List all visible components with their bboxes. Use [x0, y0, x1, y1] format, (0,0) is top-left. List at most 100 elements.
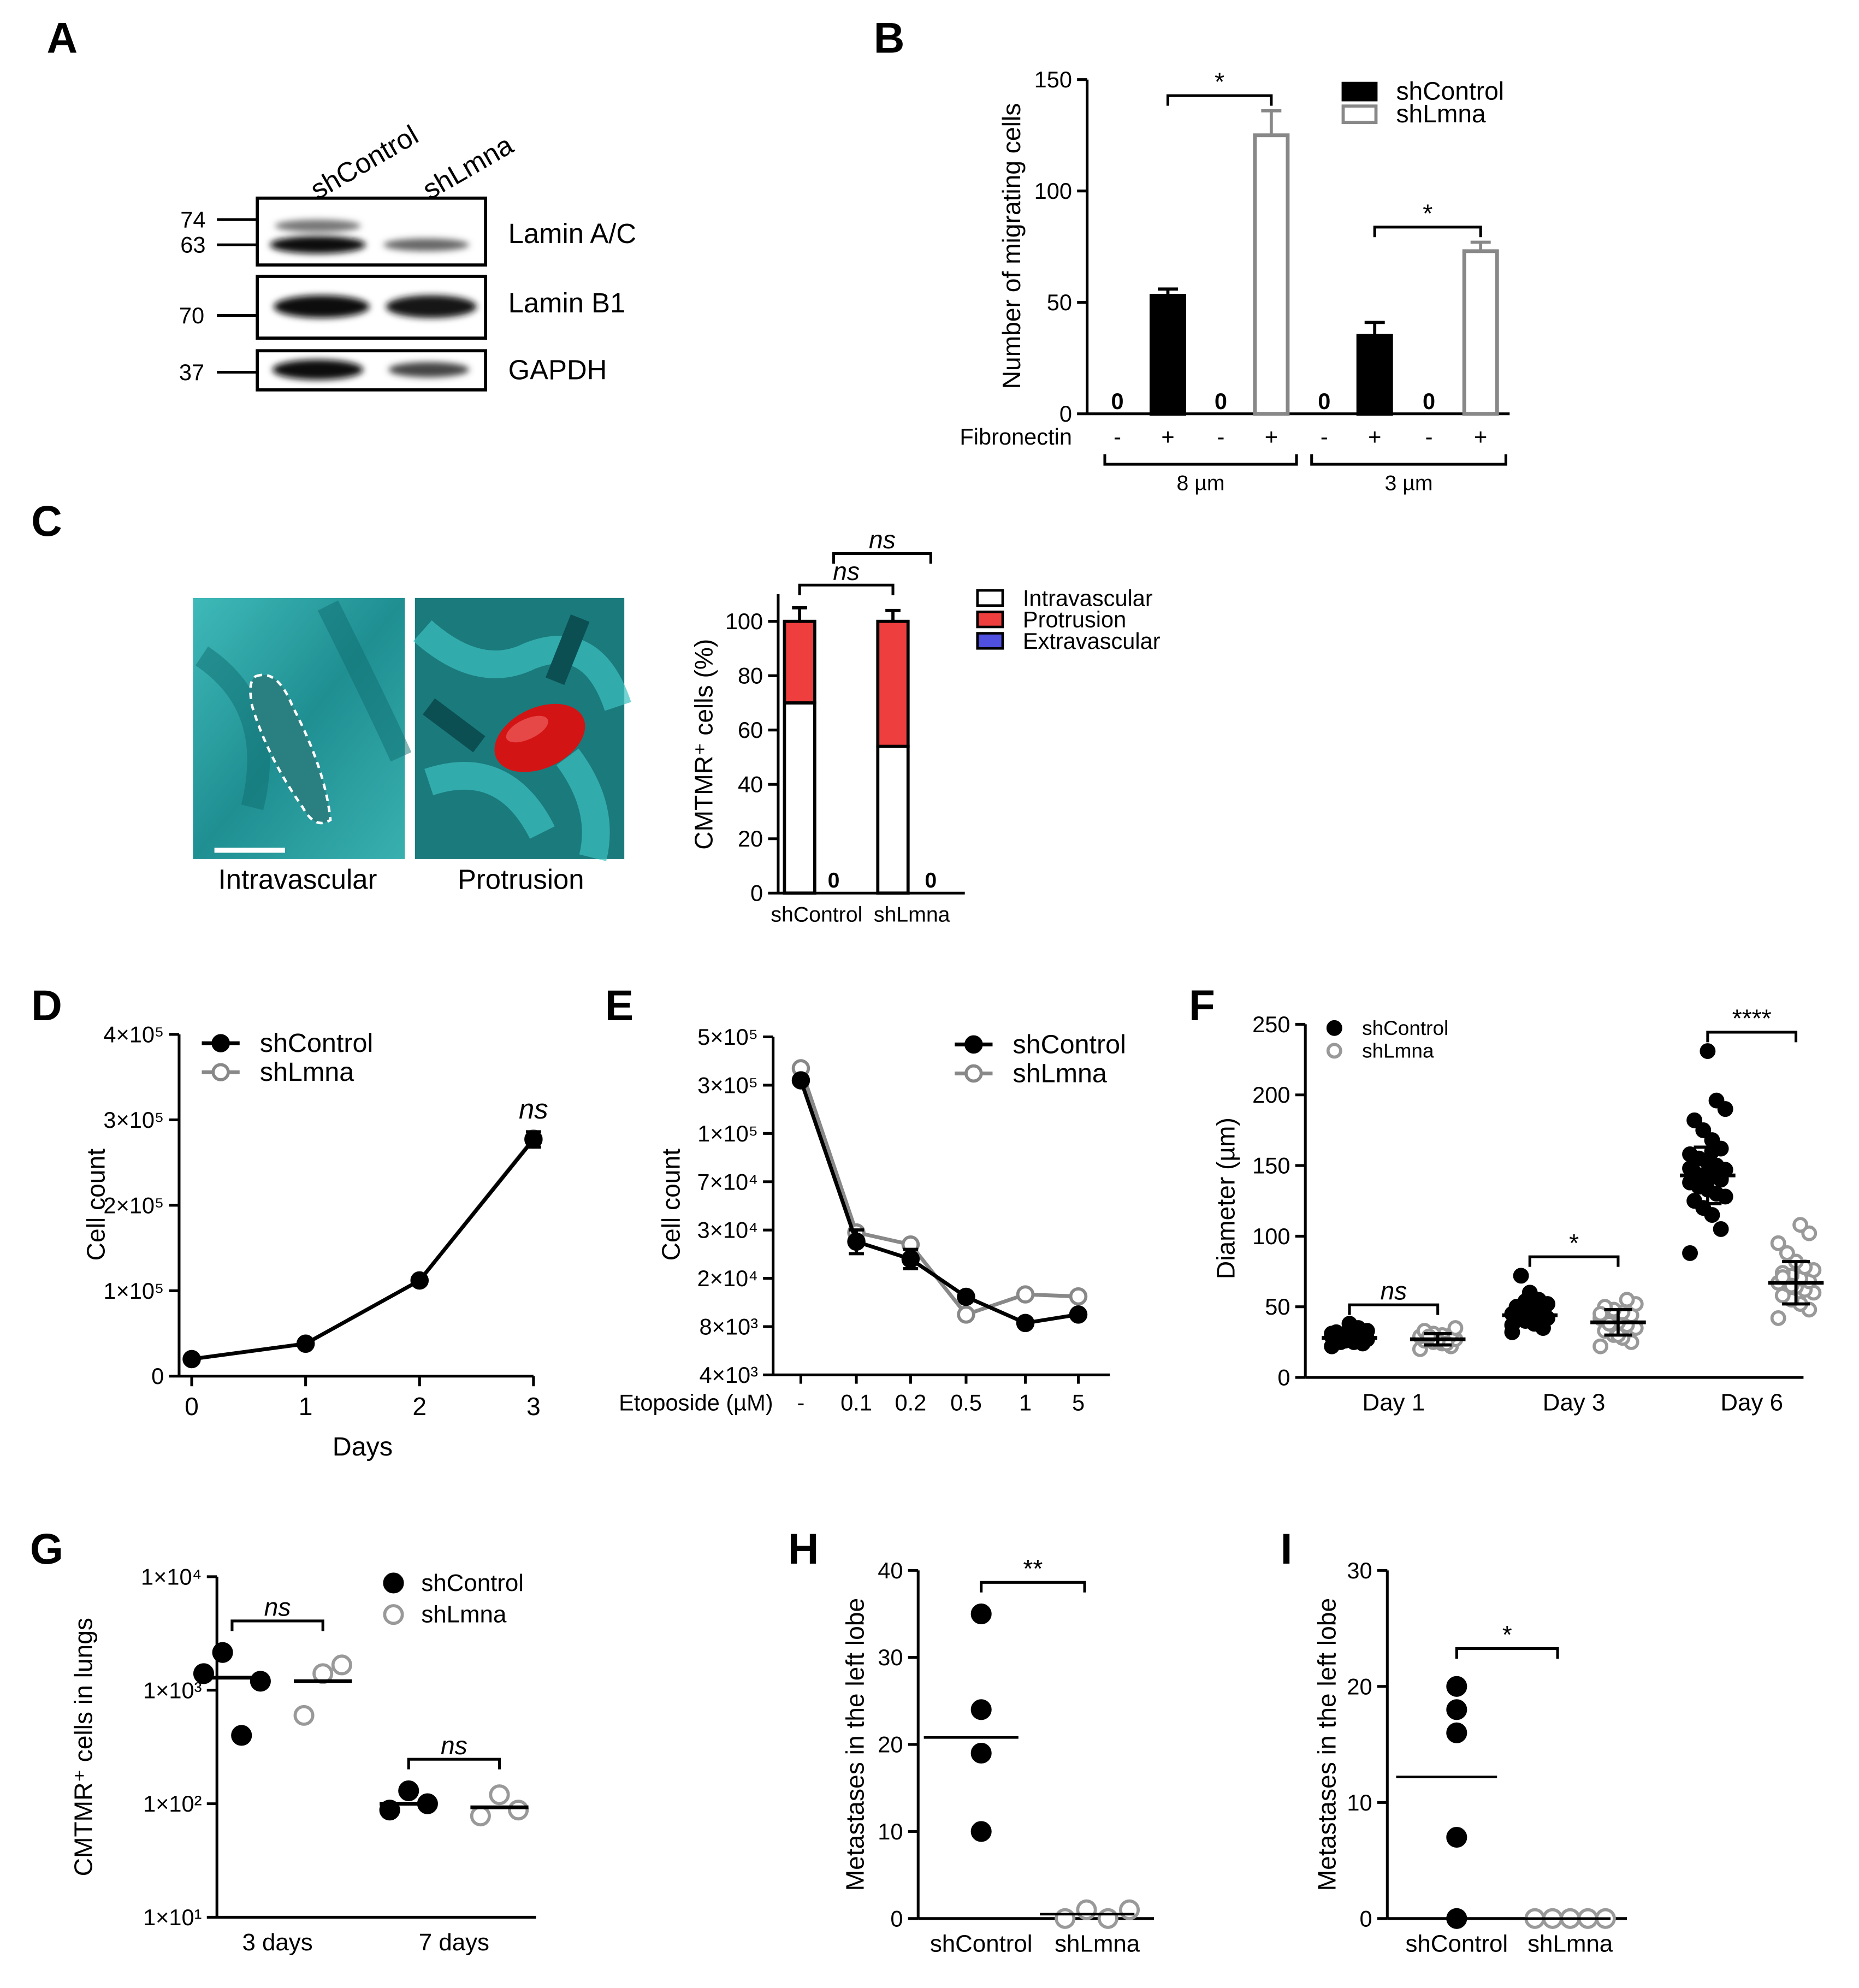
y-tick-label: 0: [151, 1363, 164, 1389]
image-caption: Protrusion: [458, 863, 584, 895]
y-tick-label: 1×10¹: [143, 1904, 202, 1930]
legend-marker: [1326, 1020, 1342, 1036]
legend-label: Extravascular: [1023, 628, 1161, 654]
group-label: 3 µm: [1385, 471, 1433, 495]
x-tick-label: shLmna: [1528, 1930, 1613, 1957]
significance-label: ns: [264, 1593, 291, 1622]
data-point: [250, 1671, 271, 1692]
data-point: [1076, 1899, 1097, 1920]
significance-label: *: [1215, 68, 1224, 96]
significance-bracket: [1348, 1303, 1440, 1315]
data-point: [1016, 1285, 1035, 1304]
data-point: [293, 1705, 315, 1726]
sd-bar: [1424, 1332, 1452, 1347]
x-tick-label: 0.5: [950, 1390, 982, 1416]
data-point: [1686, 1112, 1703, 1128]
x-tick-label: shControl: [771, 903, 862, 927]
data-point: [1069, 1305, 1088, 1324]
y-tick-label: 30: [1347, 1558, 1372, 1583]
significance-bracket: [980, 1581, 1086, 1593]
data-point: [1682, 1160, 1698, 1176]
legend-label: shLmna: [1396, 99, 1486, 128]
data-point: [1016, 1313, 1035, 1333]
legend-marker: [964, 1064, 983, 1083]
x-tick-label: 2: [412, 1392, 427, 1421]
legend-label: shControl: [1362, 1017, 1448, 1039]
y-tick-label: 20: [878, 1732, 903, 1758]
x-tick-label: -: [797, 1390, 805, 1416]
x-tick-label: 3: [526, 1392, 541, 1421]
y-tick-label: 100: [725, 608, 763, 634]
error-bar: [1364, 321, 1385, 336]
significance-bracket: [1373, 226, 1482, 238]
lane-label: shLmna: [417, 129, 519, 205]
data-point: [970, 1742, 992, 1764]
y-tick-label: 7×10⁴: [697, 1169, 757, 1194]
x-tick-label: 0.1: [840, 1390, 872, 1416]
significance-label: ns: [441, 1731, 467, 1760]
y-tick-label: 1×10⁴: [141, 1564, 202, 1589]
data-point: [1446, 1722, 1467, 1743]
significance-bracket: [1166, 94, 1273, 106]
blot-box: [256, 196, 487, 267]
y-tick-label: 3×10⁴: [697, 1217, 757, 1243]
y-tick-label: 0: [750, 880, 763, 906]
sd-bar: [1515, 1304, 1544, 1327]
mw-marker: 63: [180, 232, 205, 258]
y-axis-label: Diameter (µm): [1212, 1117, 1240, 1279]
data-point: [1713, 1221, 1729, 1237]
significance-label: *: [1423, 199, 1432, 227]
data-point: [1055, 1908, 1076, 1929]
data-point: [1446, 1676, 1467, 1697]
y-axis-label: Cell count: [657, 1149, 685, 1261]
data-point: [970, 1603, 992, 1625]
data-point: [489, 1784, 510, 1806]
significance-bracket: [1706, 1031, 1798, 1043]
significance-label: ****: [1732, 1004, 1772, 1033]
y-tick-label: 2×10⁵: [103, 1192, 164, 1218]
legend-marker: [211, 1063, 230, 1081]
group-bracket: [1310, 454, 1507, 466]
y-axis-label: Metastases in the left lobe: [841, 1598, 869, 1891]
cell-outline: [249, 673, 332, 825]
data-point: [1682, 1146, 1698, 1162]
panel-letter: B: [874, 14, 905, 62]
significance-label: ns: [1380, 1277, 1407, 1305]
legend-label: shControl: [260, 1028, 374, 1058]
y-tick-label: 8×10³: [700, 1314, 759, 1340]
panel-letter: I: [1281, 1525, 1293, 1573]
data-point: [1619, 1292, 1635, 1308]
group-bracket: [1103, 454, 1298, 466]
bar: [1149, 293, 1186, 416]
y-axis-label: CMTMR⁺ cells (%): [690, 639, 718, 850]
data-point: [1513, 1268, 1529, 1284]
image-caption: Intravascular: [218, 863, 377, 895]
y-tick-label: 60: [738, 717, 763, 743]
data-point: [1446, 1826, 1467, 1848]
y-tick-label: 20: [1347, 1673, 1372, 1699]
bands: [270, 220, 477, 380]
y-tick-label: 0: [890, 1906, 903, 1931]
data-point: [1779, 1245, 1795, 1261]
y-axis-label: Metastases in the left lobe: [1312, 1598, 1341, 1891]
western-blot: A shControl shLmna 74 63 70 37 Lamin A/C…: [46, 14, 636, 392]
x-tick-label: 7 days: [419, 1929, 489, 1956]
data-point: [1446, 1699, 1467, 1720]
legend-marker: [383, 1572, 404, 1594]
group-label: 8 µm: [1176, 471, 1224, 495]
y-tick-label: 0: [1277, 1365, 1290, 1391]
bar-segment: [876, 619, 910, 748]
significance-bracket: [832, 552, 932, 564]
y-tick-label: 50: [1265, 1294, 1290, 1320]
data-point: [1695, 1122, 1712, 1138]
x-tick-label: shControl: [930, 1930, 1033, 1957]
y-tick-label: 30: [878, 1644, 903, 1670]
y-tick-label: 150: [1252, 1153, 1290, 1179]
x-tick-label: -: [1321, 424, 1328, 449]
x-tick-label: 3 days: [242, 1929, 312, 1956]
data-point: [1792, 1217, 1809, 1233]
sd-bar: [1782, 1260, 1810, 1306]
error-bar: [1470, 240, 1491, 251]
x-tick-label: 1: [299, 1392, 313, 1421]
data-point: [1682, 1245, 1698, 1261]
